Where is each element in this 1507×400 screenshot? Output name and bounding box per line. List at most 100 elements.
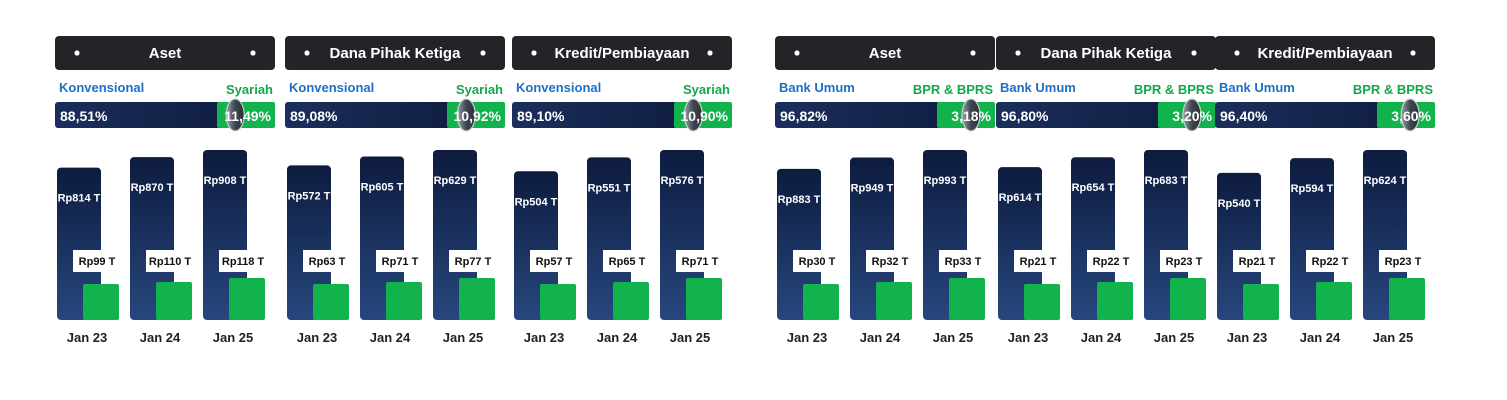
- bar-secondary-label-box: [303, 250, 351, 272]
- chart-panel-5: Dana Pihak Ketiga Bank Umum BPR & BPRS 96,8…: [996, 36, 1216, 345]
- bar-primary-value: Rp624 T: [1364, 175, 1407, 187]
- bar-secondary-label-box: [1160, 250, 1208, 272]
- bar-secondary-label-box: [219, 250, 267, 272]
- share-right-label: Syariah: [226, 82, 273, 97]
- bar-secondary-label-box: [530, 250, 578, 272]
- x-tick-label: Jan 24: [860, 330, 901, 345]
- bar-primary: [923, 150, 967, 320]
- bar-primary: [514, 171, 558, 320]
- bar-primary: [203, 150, 247, 320]
- bar-secondary-value: Rp110 T: [149, 256, 191, 268]
- bar-secondary-value: Rp77 T: [455, 256, 492, 268]
- share-left-label: Bank Umum: [1000, 80, 1076, 95]
- bar-secondary: [156, 282, 192, 320]
- bar-secondary-label-box: [1233, 250, 1281, 272]
- bar-group: Rp504 T Rp57 T Jan 23 Rp551 T Rp65 T Jan 24 Rp…: [514, 150, 724, 345]
- bar-secondary-label-box: [939, 250, 987, 272]
- bar-primary: [360, 156, 404, 320]
- bar-primary-value: Rp572 T: [288, 190, 331, 202]
- x-tick-label: Jan 25: [213, 330, 253, 345]
- bar-secondary-value: Rp118 T: [222, 256, 264, 268]
- bar-secondary: [459, 278, 495, 320]
- share-right-label: BPR & BPRS: [913, 82, 994, 97]
- share-right-value: 10,90%: [681, 108, 729, 124]
- bar-secondary: [686, 278, 722, 320]
- bar-group: Rp814 T Rp99 T Jan 23 Rp870 T Rp110 T Jan 24 R…: [57, 150, 267, 345]
- share-bar-left: [996, 102, 1192, 128]
- bar-primary: [850, 157, 894, 320]
- x-tick-label: Jan 25: [670, 330, 710, 345]
- x-tick-label: Jan 24: [140, 330, 181, 345]
- x-tick-label: Jan 24: [597, 330, 638, 345]
- bar-primary-value: Rp504 T: [515, 196, 558, 208]
- bar-secondary-value: Rp71 T: [382, 256, 419, 268]
- panel-title: Dana Pihak Ketiga: [330, 45, 462, 62]
- panel-title-bar: [285, 36, 505, 70]
- bar-secondary: [803, 284, 839, 320]
- bar-primary: [433, 150, 477, 320]
- share-left-label: Bank Umum: [1219, 80, 1295, 95]
- bullet-dot-right: [250, 50, 256, 56]
- bar-secondary-value: Rp65 T: [609, 256, 646, 268]
- share-right-label: BPR & BPRS: [1353, 82, 1434, 97]
- bar-primary: [777, 168, 821, 320]
- share-right-value: 3,60%: [1391, 108, 1431, 124]
- share-knob: [1400, 98, 1420, 132]
- bar-primary: [998, 167, 1042, 320]
- bullet-dot-left: [1234, 50, 1240, 56]
- bar-secondary-label-box: [73, 250, 121, 272]
- bar-secondary: [613, 282, 649, 320]
- bar-secondary-label-box: [793, 250, 841, 272]
- bar-secondary-value: Rp30 T: [799, 256, 836, 268]
- chart-panel-1: Aset Konvensional Syariah 88,51% 11,49% Rp814…: [55, 36, 275, 345]
- bar-secondary: [229, 278, 265, 320]
- share-left-label: Konvensional: [516, 80, 601, 95]
- bullet-dot-left: [1015, 50, 1021, 56]
- bar-secondary: [540, 284, 576, 320]
- share-knob: [683, 98, 703, 132]
- bar-primary: [660, 150, 704, 320]
- bar-primary-value: Rp594 T: [1291, 183, 1334, 195]
- share-left-label: Konvensional: [289, 80, 374, 95]
- share-knob: [961, 98, 981, 132]
- bar-primary: [130, 157, 174, 320]
- bar-primary: [57, 167, 101, 320]
- bar-primary-value: Rp683 T: [1145, 175, 1188, 187]
- bar-secondary-value: Rp57 T: [536, 256, 573, 268]
- bar-secondary: [83, 284, 119, 320]
- bar-primary-value: Rp605 T: [361, 181, 404, 193]
- bullet-dot-left: [531, 50, 537, 56]
- bar-secondary-label-box: [1014, 250, 1062, 272]
- bar-secondary-value: Rp21 T: [1020, 256, 1057, 268]
- bar-group: Rp883 T Rp30 T Jan 23 Rp949 T Rp32 T Jan 24 Rp…: [777, 150, 987, 345]
- bar-secondary-label-box: [866, 250, 914, 272]
- bullet-dot-right: [707, 50, 713, 56]
- share-left-value: 89,08%: [290, 108, 338, 124]
- share-right-value: 3,20%: [1172, 108, 1212, 124]
- bar-secondary-label-box: [449, 250, 497, 272]
- bar-secondary-label-box: [676, 250, 724, 272]
- panel-title: Kredit/Pembiayaan: [554, 45, 689, 62]
- bar-secondary-label-box: [1306, 250, 1354, 272]
- x-tick-label: Jan 23: [1227, 330, 1267, 345]
- bar-secondary: [1316, 282, 1352, 320]
- bar-secondary-value: Rp71 T: [682, 256, 719, 268]
- panel-title-bar: [55, 36, 275, 70]
- x-tick-label: Jan 23: [524, 330, 564, 345]
- bar-primary: [287, 165, 331, 320]
- x-tick-label: Jan 25: [443, 330, 483, 345]
- share-right-value: 11,49%: [224, 108, 271, 124]
- bar-secondary-value: Rp22 T: [1093, 256, 1130, 268]
- chart-panel-2: Dana Pihak Ketiga Konvensional Syariah 89,0…: [285, 36, 505, 345]
- bar-secondary-value: Rp23 T: [1385, 256, 1422, 268]
- bar-primary: [1071, 157, 1115, 320]
- bar-primary: [587, 157, 631, 320]
- chart-panel-3: Kredit/Pembiayaan Konvensional Syariah 89,1…: [512, 36, 732, 345]
- bar-secondary-value: Rp32 T: [872, 256, 909, 268]
- chart-panel-6: Kredit/Pembiayaan Bank Umum BPR & BPRS 96,4…: [1215, 36, 1435, 345]
- share-left-value: 89,10%: [517, 108, 565, 124]
- bar-primary: [1217, 172, 1261, 320]
- x-tick-label: Jan 23: [297, 330, 337, 345]
- x-tick-label: Jan 23: [1008, 330, 1048, 345]
- share-right-label: Syariah: [456, 82, 503, 97]
